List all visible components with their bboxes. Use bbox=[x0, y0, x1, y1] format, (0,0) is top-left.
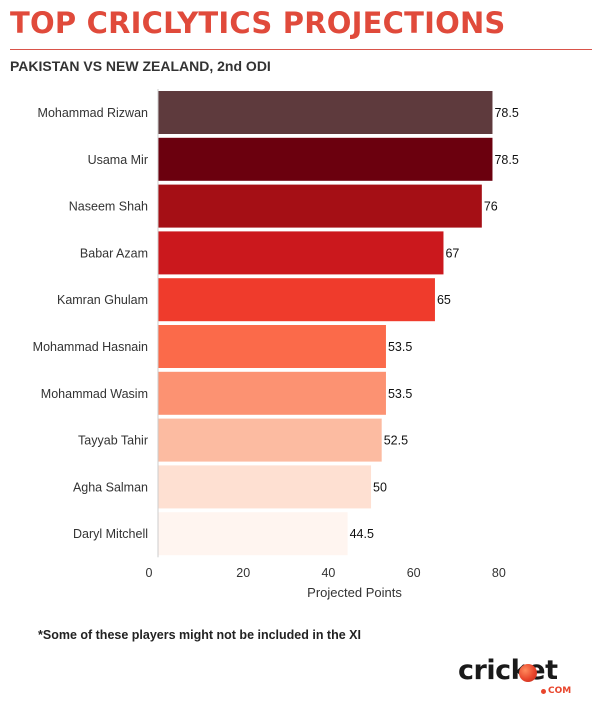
category-label-9: Daryl Mitchell bbox=[73, 527, 148, 541]
bar-5 bbox=[158, 325, 386, 368]
value-label-8: 50 bbox=[373, 480, 387, 494]
x-axis-title: Projected Points bbox=[307, 585, 402, 600]
bar-0 bbox=[158, 91, 493, 134]
value-label-5: 53.5 bbox=[388, 340, 412, 354]
bar-6 bbox=[158, 371, 386, 415]
brand-dot-icon bbox=[541, 689, 546, 694]
x-tick-label-2: 40 bbox=[321, 566, 335, 580]
category-label-4: Kamran Ghulam bbox=[57, 293, 148, 307]
category-label-0: Mohammad Rizwan bbox=[38, 106, 149, 120]
x-tick-label-4: 80 bbox=[492, 566, 506, 580]
bars-layer bbox=[158, 91, 493, 556]
page-title: TOP CRICLYTICS PROJECTIONS bbox=[10, 6, 506, 40]
cricket-com-logo: cricket COM bbox=[458, 655, 574, 701]
bar-chart: Mohammad Rizwan Usama Mir Naseem Shah Babar… bbox=[33, 89, 519, 600]
brand-wordmark: cricket bbox=[458, 655, 558, 686]
x-tick-label-0: 0 bbox=[146, 566, 153, 580]
page-subtitle: PAKISTAN VS NEW ZEALAND, 2nd ODI bbox=[10, 58, 271, 74]
x-tick-label-3: 60 bbox=[407, 566, 421, 580]
bar-4 bbox=[158, 278, 435, 322]
category-label-3: Babar Azam bbox=[80, 246, 148, 260]
bar-1 bbox=[158, 137, 493, 181]
category-label-6: Mohammad Wasim bbox=[41, 387, 148, 401]
value-label-4: 65 bbox=[437, 293, 451, 307]
category-label-7: Tayyab Tahir bbox=[78, 434, 148, 448]
footnote: *Some of these players might not be incl… bbox=[38, 628, 361, 642]
title-divider bbox=[10, 49, 592, 50]
x-axis-ticks: 0 20 40 60 80 bbox=[146, 566, 506, 580]
bar-2 bbox=[158, 184, 482, 228]
value-label-9: 44.5 bbox=[350, 527, 374, 541]
value-label-3: 67 bbox=[445, 246, 459, 260]
bar-7 bbox=[158, 418, 382, 462]
cricket-ball-icon bbox=[519, 664, 537, 682]
value-label-6: 53.5 bbox=[388, 387, 412, 401]
category-label-8: Agha Salman bbox=[73, 480, 148, 494]
brand-suffix: COM bbox=[548, 686, 572, 696]
category-label-1: Usama Mir bbox=[88, 153, 148, 167]
bar-3 bbox=[158, 231, 444, 275]
x-tick-label-1: 20 bbox=[236, 566, 250, 580]
value-labels: 78.5 78.5 76 67 65 53.5 53.5 52.5 50 44.5 bbox=[350, 106, 519, 541]
value-label-2: 76 bbox=[484, 200, 498, 214]
category-label-5: Mohammad Hasnain bbox=[33, 340, 148, 354]
category-labels: Mohammad Rizwan Usama Mir Naseem Shah Babar… bbox=[33, 106, 148, 541]
category-label-2: Naseem Shah bbox=[69, 200, 148, 214]
value-label-7: 52.5 bbox=[384, 434, 408, 448]
value-label-0: 78.5 bbox=[494, 106, 518, 120]
bar-9 bbox=[158, 512, 348, 556]
bar-8 bbox=[158, 465, 372, 509]
value-label-1: 78.5 bbox=[494, 153, 518, 167]
